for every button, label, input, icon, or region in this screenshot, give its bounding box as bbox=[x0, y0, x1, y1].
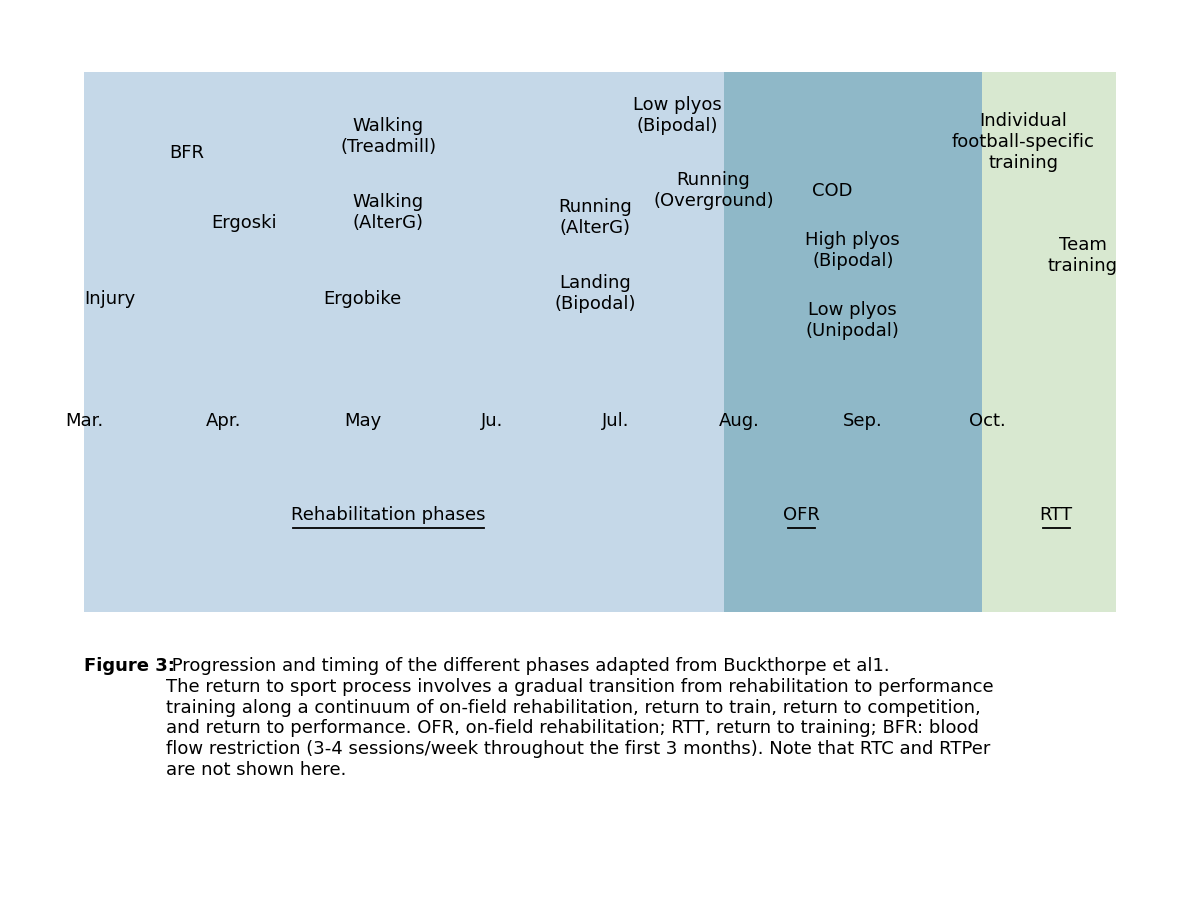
Text: Oct.: Oct. bbox=[968, 412, 1006, 430]
Bar bbox=[84, 72, 724, 612]
Text: Individual
football-specific
training: Individual football-specific training bbox=[952, 112, 1094, 172]
Text: Figure 3:: Figure 3: bbox=[84, 657, 175, 675]
Text: Walking
(AlterG): Walking (AlterG) bbox=[353, 193, 424, 232]
Text: Apr.: Apr. bbox=[205, 412, 241, 430]
Text: Rehabilitation phases: Rehabilitation phases bbox=[292, 506, 486, 524]
Text: Low plyos
(Bipodal): Low plyos (Bipodal) bbox=[634, 95, 721, 135]
Text: May: May bbox=[344, 412, 382, 430]
Text: Running
(Overground): Running (Overground) bbox=[653, 171, 774, 211]
Text: BFR: BFR bbox=[169, 144, 205, 162]
Text: RTT: RTT bbox=[1039, 506, 1073, 524]
Text: Ergobike: Ergobike bbox=[324, 290, 402, 308]
Text: Sep.: Sep. bbox=[844, 412, 883, 430]
Text: Progression and timing of the different phases adapted from Buckthorpe et al1.
T: Progression and timing of the different … bbox=[166, 657, 994, 779]
Text: OFR: OFR bbox=[782, 506, 820, 524]
Text: Running
(AlterG): Running (AlterG) bbox=[558, 198, 631, 238]
Text: Low plyos
(Unipodal): Low plyos (Unipodal) bbox=[806, 301, 900, 340]
Text: High plyos
(Bipodal): High plyos (Bipodal) bbox=[805, 230, 900, 270]
Text: Mar.: Mar. bbox=[65, 412, 103, 430]
Bar bbox=[982, 72, 1116, 612]
Text: Ju.: Ju. bbox=[480, 412, 503, 430]
Text: Injury: Injury bbox=[84, 290, 136, 308]
Text: Walking
(Treadmill): Walking (Treadmill) bbox=[341, 117, 437, 157]
Text: Landing
(Bipodal): Landing (Bipodal) bbox=[554, 274, 636, 313]
Bar bbox=[724, 72, 982, 612]
Text: Ergoski: Ergoski bbox=[211, 214, 277, 232]
Text: COD: COD bbox=[812, 182, 852, 200]
Text: Team
training: Team training bbox=[1048, 236, 1118, 275]
Text: Jul.: Jul. bbox=[601, 412, 629, 430]
Text: Aug.: Aug. bbox=[719, 412, 760, 430]
